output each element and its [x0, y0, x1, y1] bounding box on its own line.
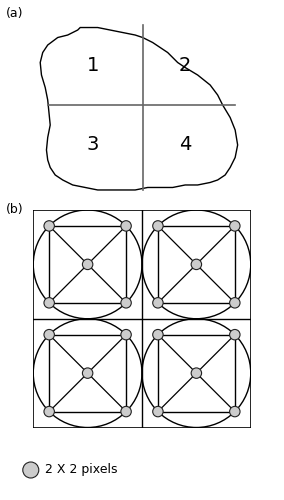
Bar [158, 334, 235, 411]
Circle shape [229, 330, 240, 340]
Circle shape [44, 406, 55, 417]
Bar [49, 226, 126, 303]
Circle shape [153, 330, 163, 340]
Circle shape [191, 259, 202, 270]
Circle shape [121, 406, 131, 417]
Circle shape [44, 298, 55, 308]
Circle shape [121, 298, 131, 308]
Text: 3: 3 [87, 136, 99, 154]
Circle shape [153, 406, 163, 417]
Text: (b): (b) [6, 202, 23, 215]
Bar [49, 334, 126, 411]
Circle shape [44, 220, 55, 231]
Circle shape [82, 259, 93, 270]
Circle shape [229, 298, 240, 308]
Circle shape [82, 368, 93, 378]
Text: (a): (a) [6, 8, 23, 20]
Circle shape [229, 220, 240, 231]
Circle shape [229, 406, 240, 417]
Circle shape [121, 220, 131, 231]
Text: 2: 2 [179, 56, 191, 74]
Text: 4: 4 [179, 136, 191, 154]
Circle shape [44, 330, 55, 340]
Circle shape [23, 462, 39, 478]
Circle shape [121, 330, 131, 340]
Text: 2 X 2 pixels: 2 X 2 pixels [45, 464, 117, 476]
Circle shape [153, 220, 163, 231]
Text: 1: 1 [87, 56, 99, 74]
Bar [158, 226, 235, 303]
Circle shape [153, 298, 163, 308]
Circle shape [191, 368, 202, 378]
